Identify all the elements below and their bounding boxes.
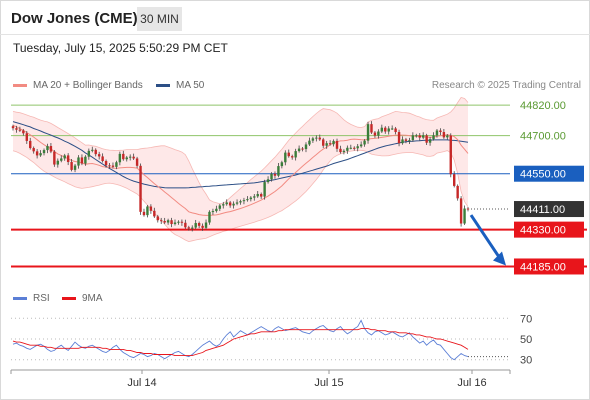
timeframe-button[interactable]: 30 MIN [137,7,182,31]
legend-rsi-label: RSI [33,293,50,304]
instrument-title: Dow Jones (CME) [11,10,138,27]
legend-9ma: 9MA [62,293,103,304]
legend-ma20-label: MA 20 + Bollinger Bands [33,80,143,91]
legend-ma50: MA 50 [156,80,204,91]
header-divider [0,34,590,35]
timestamp: Tuesday, July 15, 2025 5:50:29 PM CET [13,41,228,55]
legend-rsi: RSI [13,293,50,304]
copyright: Research © 2025 Trading Central [431,80,581,91]
legend-ma20: MA 20 + Bollinger Bands [13,80,143,91]
legend-9ma-label: 9MA [82,293,103,304]
legend-ma50-label: MA 50 [176,80,205,91]
rsi-swatch [13,297,27,300]
ma50-swatch [156,84,170,87]
9ma-swatch [62,297,76,300]
ma20-swatch [13,84,27,87]
